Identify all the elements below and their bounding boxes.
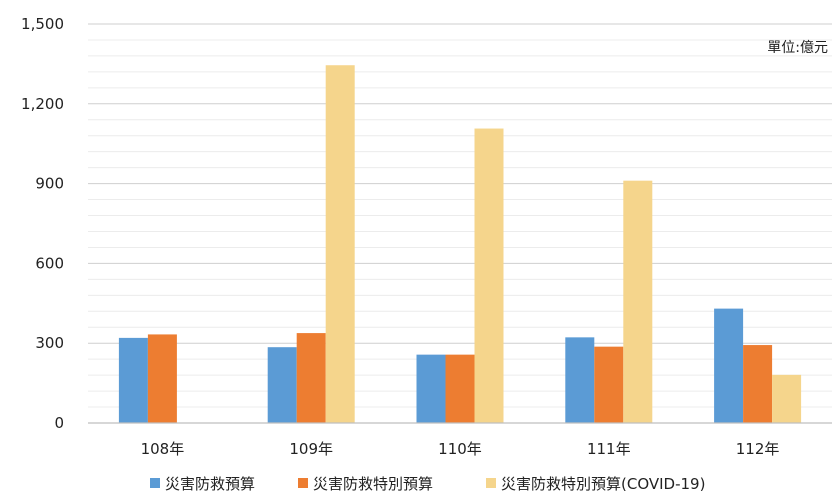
y-tick-label: 600 [35, 254, 64, 272]
bar [772, 374, 802, 423]
bar [474, 128, 504, 423]
bar [325, 65, 355, 423]
grid-layer [88, 23, 832, 408]
legend-label: 災害防救特別預算 [313, 475, 433, 493]
bars [118, 65, 802, 423]
bar [118, 337, 148, 423]
y-tick-label: 1,200 [21, 95, 64, 113]
legend-label: 災害防救特別預算(COVID-19) [501, 475, 705, 493]
bar [416, 354, 446, 423]
bar [296, 333, 326, 423]
x-tick-label: 112年 [736, 440, 780, 458]
y-tick-label: 0 [54, 414, 64, 432]
legend-swatch [298, 478, 308, 488]
bar [594, 346, 624, 423]
bar [445, 354, 475, 423]
bar [623, 180, 653, 423]
legend: 災害防救預算 災害防救特別預算 災害防救特別預算(COVID-19) [150, 475, 705, 493]
y-tick-label: 900 [35, 175, 64, 193]
y-tick-label: 300 [35, 334, 64, 352]
x-tick-label: 108年 [141, 440, 185, 458]
x-axis-labels: 108年 109年 110年 111年 112年 [141, 440, 780, 458]
x-tick-label: 109年 [289, 440, 333, 458]
y-axis-ticks: 0 300 600 900 1,200 1,500 [21, 15, 64, 432]
legend-label: 災害防救預算 [165, 475, 255, 493]
legend-swatch [150, 478, 160, 488]
bar [714, 308, 744, 423]
x-tick-label: 111年 [587, 440, 631, 458]
bar [147, 334, 177, 423]
y-tick-label: 1,500 [21, 15, 64, 33]
bar [267, 347, 297, 423]
x-tick-label: 110年 [438, 440, 482, 458]
unit-label: 單位:億元 [767, 40, 828, 56]
bar [565, 337, 595, 423]
legend-swatch [486, 478, 496, 488]
bar [743, 345, 773, 423]
